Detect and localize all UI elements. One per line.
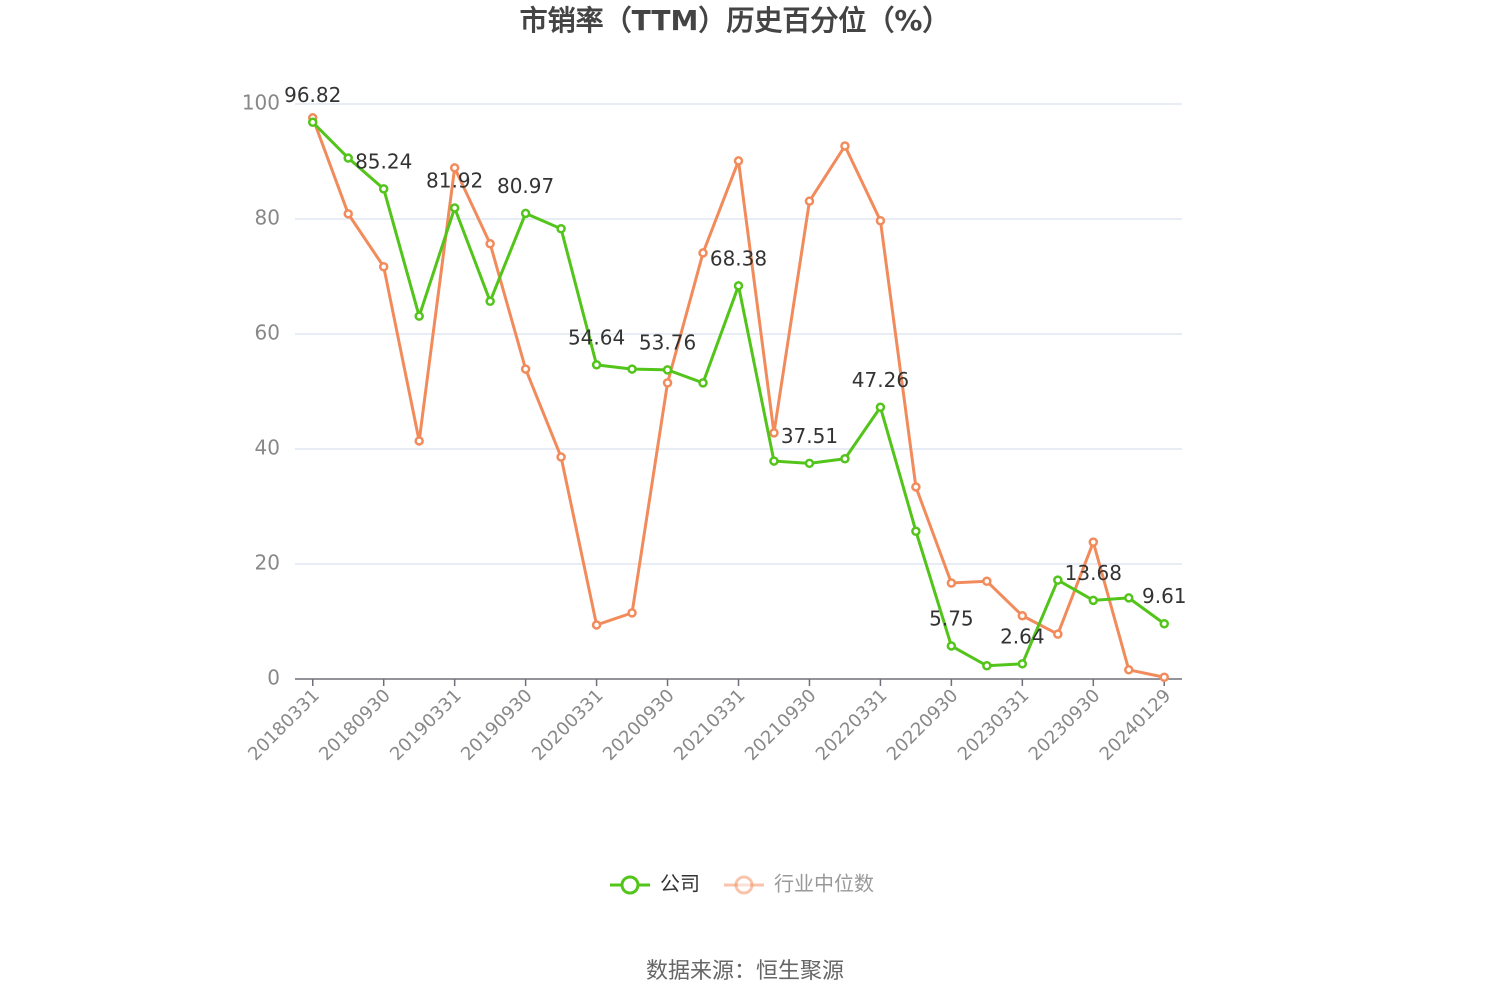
data-point	[1088, 537, 1099, 547]
data-point	[911, 482, 921, 492]
x-tick-label: 20180331	[244, 685, 324, 765]
data-point	[556, 224, 566, 234]
data-point	[733, 281, 744, 291]
data-point	[1159, 618, 1170, 629]
data-point	[307, 117, 318, 128]
data-point	[1017, 611, 1028, 621]
data-point	[662, 365, 673, 375]
x-tick-label: 20200930	[599, 685, 679, 765]
data-point	[485, 296, 495, 306]
y-tick-label: 0	[267, 666, 280, 690]
data-point	[840, 141, 850, 151]
data-point	[1124, 593, 1134, 603]
legend-marker	[734, 875, 754, 895]
x-tick-label: 20230930	[1025, 685, 1105, 765]
data-label: 9.61	[1142, 584, 1187, 608]
data-point	[1053, 629, 1063, 639]
data-point	[840, 454, 850, 464]
y-tick-label: 100	[242, 91, 280, 115]
data-point	[1159, 672, 1170, 683]
data-label: 68.38	[710, 246, 767, 270]
data-point	[1088, 595, 1099, 606]
data-point	[520, 364, 531, 374]
data-point	[449, 163, 460, 173]
data-point	[1053, 575, 1063, 585]
data-point	[875, 215, 886, 226]
data-point	[698, 248, 708, 258]
data-label: 13.68	[1065, 561, 1122, 585]
data-point	[875, 402, 886, 413]
data-point	[982, 661, 992, 671]
y-tick-label: 80	[255, 206, 280, 230]
data-point	[804, 196, 815, 206]
data-point	[769, 456, 779, 466]
data-label: 54.64	[568, 325, 625, 349]
data-point	[520, 208, 531, 219]
x-tick-label: 20210930	[741, 685, 821, 765]
legend-marker	[620, 875, 640, 895]
x-tick-label: 20240129	[1096, 685, 1176, 765]
data-point	[485, 238, 495, 249]
data-label: 37.51	[781, 424, 838, 448]
data-point	[733, 156, 744, 166]
data-point	[698, 378, 708, 388]
data-point	[627, 364, 637, 374]
data-point	[627, 608, 637, 618]
data-label: 47.26	[852, 368, 909, 392]
legend-label: 公司	[660, 872, 700, 896]
data-point	[591, 360, 602, 370]
x-tick-label: 20190331	[386, 685, 466, 765]
series-line	[311, 121, 1166, 668]
x-tick-label: 20180930	[315, 685, 395, 765]
data-point	[946, 578, 957, 588]
data-point	[804, 458, 815, 469]
data-point	[414, 436, 424, 446]
x-tick-label: 20230331	[954, 685, 1034, 765]
data-point	[769, 428, 779, 438]
data-label: 2.64	[1000, 624, 1045, 648]
data-point	[982, 576, 992, 586]
data-point	[662, 378, 673, 388]
legend-label: 行业中位数	[774, 872, 874, 896]
data-label: 5.75	[929, 606, 974, 630]
x-tick-label: 20220930	[883, 685, 963, 765]
data-point	[946, 641, 957, 651]
data-point	[911, 526, 921, 536]
data-point	[556, 452, 566, 462]
source-note: 数据来源：恒生聚源	[646, 959, 844, 984]
x-tick-label: 20190930	[457, 685, 537, 765]
data-point	[591, 620, 602, 630]
y-tick-label: 60	[255, 321, 280, 345]
legend-item[interactable]: 公司	[610, 872, 700, 896]
series-line	[311, 117, 1165, 679]
data-point	[1017, 659, 1028, 669]
data-point	[414, 311, 424, 321]
data-point	[1124, 665, 1134, 675]
y-tick-label: 40	[255, 436, 280, 460]
data-label: 53.76	[639, 330, 696, 354]
chart-title: 市销率（TTM）历史百分位（%）	[520, 4, 951, 37]
data-point	[343, 209, 353, 219]
x-tick-label: 20200331	[528, 685, 608, 765]
data-point	[343, 153, 353, 163]
data-point	[378, 261, 389, 272]
data-point	[449, 203, 460, 213]
y-tick-label: 20	[255, 551, 280, 575]
legend-item[interactable]: 行业中位数	[724, 872, 874, 896]
data-point	[378, 184, 389, 194]
data-label: 85.24	[355, 149, 412, 173]
data-label: 80.97	[497, 174, 554, 198]
data-label: 81.92	[426, 168, 483, 192]
data-label: 96.82	[284, 83, 341, 107]
x-tick-label: 20210331	[670, 685, 750, 765]
x-tick-label: 20220331	[812, 685, 892, 765]
